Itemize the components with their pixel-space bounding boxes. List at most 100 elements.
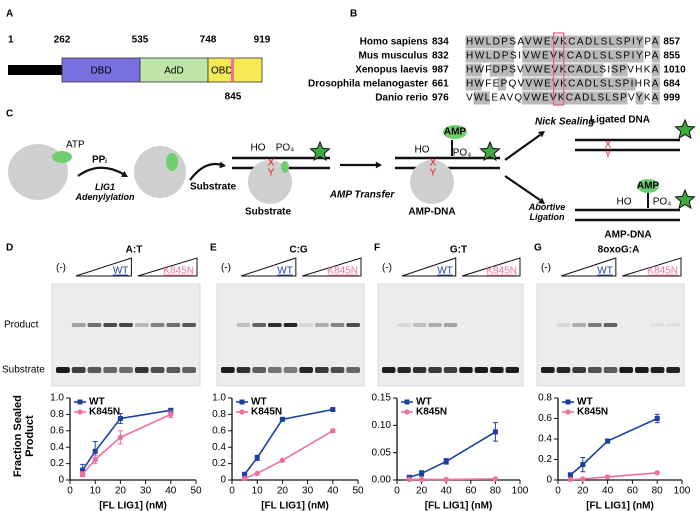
identity-cell <box>570 77 579 91</box>
gel-title: 8oxoG:A <box>598 245 640 256</box>
x-tick-label: 0 <box>555 486 561 497</box>
product-band <box>650 323 665 327</box>
x-axis-label: [FL LIG1] (nM) <box>425 501 493 511</box>
y-tick-label: 0.2 <box>538 454 552 465</box>
x-tick-label: 30 <box>140 486 152 497</box>
data-point <box>605 438 611 444</box>
gel-title: G:T <box>450 245 467 256</box>
x-tick-label: 80 <box>652 486 664 497</box>
y-tick-label: 0.05 <box>372 447 392 458</box>
product-band <box>182 323 196 327</box>
concentration-wedge <box>560 257 617 277</box>
fluorophore-star <box>309 140 331 162</box>
identity-cell <box>587 49 596 63</box>
product-band <box>330 323 345 327</box>
species-name: Drosophila melanogaster <box>308 79 428 90</box>
substrate-band <box>541 367 555 373</box>
product-band <box>283 323 298 327</box>
substrate-band <box>505 367 519 373</box>
identity-cell <box>611 63 620 77</box>
identity-cell <box>627 35 636 49</box>
identity-cell <box>611 49 620 63</box>
amp-oval <box>637 179 659 193</box>
identity-cell <box>570 91 579 105</box>
product-band <box>588 323 602 327</box>
legend-marker <box>404 399 410 405</box>
data-point <box>567 476 574 483</box>
arrow <box>504 134 541 161</box>
identity-cell <box>538 49 547 63</box>
data-point <box>406 476 412 483</box>
identity-cell <box>538 63 547 77</box>
y-tick-label: 0.2 <box>212 458 226 469</box>
identity-cell <box>562 63 571 77</box>
y-tick-label: 0.8 <box>212 409 226 420</box>
domain-label: DBD <box>90 66 111 77</box>
substrate-band <box>221 367 235 373</box>
data-point <box>492 476 499 482</box>
product-band <box>443 323 458 327</box>
y-tick-label: 0.10 <box>372 420 392 431</box>
identity-cell <box>473 49 482 63</box>
domain-position: 1 <box>8 35 14 46</box>
data-point <box>92 448 98 454</box>
scheme-text: PO₄ <box>453 148 472 159</box>
product-band <box>315 323 329 327</box>
arrow-head <box>219 161 226 169</box>
series-line <box>243 408 333 475</box>
domain-position: 535 <box>132 35 149 46</box>
amp-oval <box>281 161 289 173</box>
scheme-text: Y <box>268 168 275 179</box>
species-name: Homo sapiens <box>360 37 429 48</box>
identity-cell <box>489 49 498 63</box>
gel-row-label: Product <box>4 320 39 331</box>
identity-cell <box>465 35 474 49</box>
identity-cell <box>635 35 644 49</box>
legend-marker <box>77 399 83 405</box>
product-band <box>119 323 133 327</box>
identity-cell <box>570 49 579 63</box>
product-band <box>236 323 251 327</box>
y-tick-label: 0.8 <box>538 393 552 404</box>
identity-cell <box>481 91 490 105</box>
identity-cell <box>546 91 555 105</box>
y-tick-label: 0.4 <box>212 442 226 453</box>
identity-cell <box>481 35 490 49</box>
y-tick-label: 0.4 <box>50 442 64 453</box>
substrate-band <box>588 367 602 373</box>
data-point <box>580 476 586 482</box>
identity-cell <box>619 49 628 63</box>
scheme-text: Y <box>430 168 437 179</box>
data-point <box>242 471 248 477</box>
species-name: Mus musculus <box>359 51 429 62</box>
x-tick-label: 100 <box>512 486 529 497</box>
data-point <box>567 472 573 478</box>
x-tick-label: 20 <box>577 486 589 497</box>
x-tick-label: 20 <box>416 486 428 497</box>
identity-cell <box>473 35 482 49</box>
identity-cell <box>595 35 604 49</box>
identity-cell <box>506 35 515 49</box>
start-position: 834 <box>432 37 449 48</box>
product-band <box>103 323 118 327</box>
data-point <box>168 407 174 413</box>
identity-cell <box>587 35 596 49</box>
identity-cell <box>497 77 506 91</box>
identity-cell <box>497 35 506 49</box>
y-tick-label: 0.00 <box>372 475 392 486</box>
arrow <box>77 166 126 177</box>
substrate-band <box>71 367 86 373</box>
identity-cell <box>611 91 620 105</box>
x-tick-label: 60 <box>627 486 639 497</box>
domain-label: AdD <box>164 66 183 77</box>
panel-label: D <box>6 243 13 254</box>
series-line <box>569 417 658 476</box>
substrate-band <box>346 367 360 373</box>
identity-cell <box>530 77 539 91</box>
identity-cell <box>578 77 587 91</box>
legend-marker <box>239 409 245 415</box>
x-tick-label: 30 <box>302 486 314 497</box>
substrate-band <box>382 367 396 373</box>
identity-cell <box>651 63 660 77</box>
sequence: HWFDPSVVWEVKCADLSISPVHKA <box>466 65 659 76</box>
